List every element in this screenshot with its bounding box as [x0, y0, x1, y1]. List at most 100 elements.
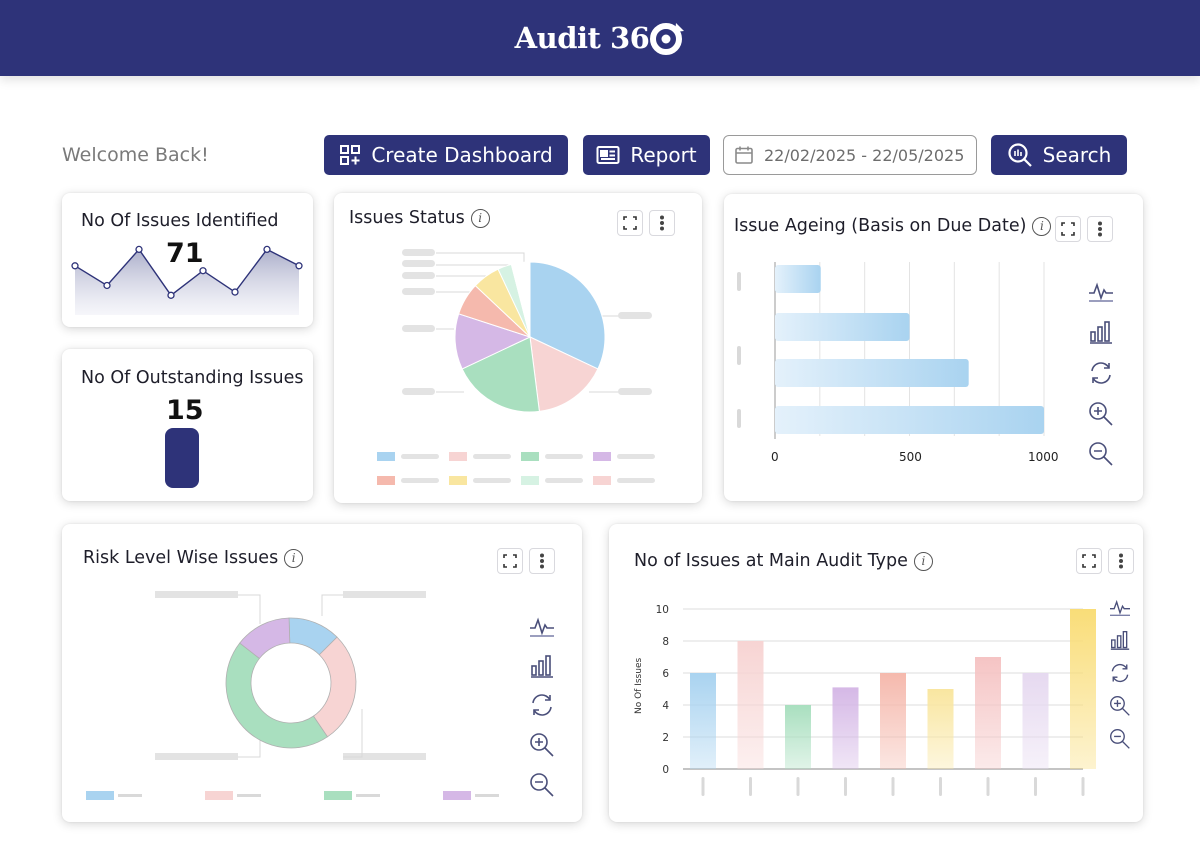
legend-swatch	[86, 791, 114, 800]
refresh-icon[interactable]	[1109, 662, 1131, 684]
report-button[interactable]: Report	[583, 135, 710, 175]
more-options-button[interactable]	[529, 548, 555, 574]
x-tick-placeholder	[844, 777, 847, 796]
line-chart-icon[interactable]	[1109, 597, 1131, 617]
expand-button[interactable]	[1076, 548, 1102, 574]
zoom-out-icon[interactable]	[1109, 728, 1131, 750]
card-title-text: Risk Level Wise Issues	[83, 548, 279, 568]
zoom-in-icon[interactable]	[1088, 401, 1114, 427]
info-icon[interactable]: i	[913, 551, 933, 571]
pie-slice[interactable]	[529, 336, 599, 412]
audit-type-bar[interactable]	[832, 687, 859, 769]
expand-button[interactable]	[497, 548, 523, 574]
audit-type-bar[interactable]	[737, 641, 764, 769]
bar-chart-icon[interactable]	[1110, 630, 1130, 650]
create-dashboard-label: Create Dashboard	[371, 143, 553, 167]
legend-label-placeholder	[473, 454, 511, 459]
more-options-button[interactable]	[1108, 548, 1134, 574]
more-vertical-icon	[1119, 553, 1123, 569]
x-tick-placeholder	[1034, 777, 1037, 796]
date-range-picker[interactable]: 22/02/2025 - 22/05/2025	[723, 135, 977, 175]
outstanding-issues-value: 15	[166, 395, 204, 426]
audit-type-bar[interactable]	[975, 657, 1001, 769]
search-label: Search	[1042, 143, 1112, 167]
donut-slice[interactable]	[225, 642, 329, 749]
ageing-bar[interactable]	[775, 359, 969, 387]
legend-label-placeholder	[617, 478, 655, 483]
legend-label-placeholder	[356, 794, 380, 797]
expand-button[interactable]	[617, 210, 643, 236]
bar-chart-icon[interactable]	[530, 654, 554, 678]
audit-type-bar[interactable]	[690, 673, 716, 769]
card-title: No of Issues at Main Audit Type i	[634, 551, 933, 571]
ageing-bar[interactable]	[775, 406, 1044, 434]
sparkline-point	[295, 262, 303, 270]
y-tick-label: 2	[662, 732, 669, 744]
legend-label-placeholder	[473, 478, 511, 483]
audit-type-bar[interactable]	[927, 689, 954, 769]
risk-level-donut-chart	[86, 591, 499, 800]
report-icon	[596, 146, 620, 164]
expand-icon	[623, 216, 637, 230]
audit-type-bar[interactable]	[785, 705, 811, 769]
card-title: No Of Outstanding Issues	[81, 368, 304, 388]
audit-type-bar[interactable]	[1070, 609, 1096, 769]
card-title-text: No of Issues at Main Audit Type	[634, 551, 908, 571]
x-tick-1000: 1000	[1028, 450, 1059, 464]
x-tick-500: 500	[899, 450, 922, 464]
pie-slice[interactable]	[529, 261, 606, 370]
logo-text: Audit 36	[514, 21, 650, 55]
ageing-bar[interactable]	[775, 313, 910, 341]
card-title: Risk Level Wise Issues i	[83, 548, 304, 568]
legend-label-placeholder	[545, 478, 583, 483]
legend-swatch	[443, 791, 471, 800]
more-options-button[interactable]	[1087, 216, 1113, 242]
card-title-text: Issues Status	[349, 208, 465, 228]
zoom-in-icon[interactable]	[1109, 695, 1131, 717]
welcome-text: Welcome Back!	[62, 144, 209, 166]
y-tick-label: 8	[662, 636, 669, 648]
line-chart-icon[interactable]	[1088, 279, 1114, 303]
refresh-icon[interactable]	[1088, 360, 1114, 386]
refresh-icon[interactable]	[529, 692, 555, 718]
sparkline-point	[263, 245, 271, 254]
date-range-text: 22/02/2025 - 22/05/2025	[764, 145, 965, 165]
info-icon[interactable]: i	[284, 548, 304, 568]
pie-slice[interactable]	[461, 336, 540, 413]
more-vertical-icon	[660, 215, 664, 231]
bar-chart-icon[interactable]	[1089, 320, 1113, 344]
y-tick-label: 4	[662, 700, 669, 712]
zoom-in-icon[interactable]	[529, 732, 555, 758]
audit-type-bar[interactable]	[880, 673, 906, 769]
info-icon[interactable]: i	[1032, 216, 1052, 236]
line-chart-icon[interactable]	[529, 614, 555, 638]
card-title: Issues Status i	[349, 208, 490, 228]
issue-ageing-card: Issue Ageing (Basis on Due Date) i 0 500…	[724, 194, 1143, 501]
search-icon	[1008, 143, 1032, 167]
sparkline-point	[231, 288, 239, 296]
app-logo[interactable]: Audit 36	[515, 20, 686, 56]
x-tick-placeholder	[986, 777, 990, 796]
audit-type-bar[interactable]	[1022, 673, 1049, 769]
zoom-out-icon[interactable]	[1088, 441, 1114, 467]
legend-swatch	[449, 452, 467, 461]
x-tick-placeholder	[749, 777, 752, 796]
donut-slice[interactable]	[239, 617, 291, 660]
create-dashboard-button[interactable]: Create Dashboard	[324, 135, 568, 175]
card-title: Issue Ageing (Basis on Due Date) i	[734, 216, 1052, 236]
pie-slice[interactable]	[510, 261, 531, 338]
zoom-out-icon[interactable]	[529, 772, 555, 798]
ageing-bar[interactable]	[775, 265, 821, 293]
sparkline-point	[71, 262, 79, 270]
search-button[interactable]: Search	[991, 135, 1127, 175]
legend-label-placeholder	[401, 478, 439, 483]
y-tick-label: 10	[656, 604, 669, 616]
info-icon[interactable]: i	[470, 208, 490, 228]
more-options-button[interactable]	[649, 210, 675, 236]
issues-identified-value: 71	[166, 238, 204, 269]
legend-swatch	[205, 791, 233, 800]
expand-icon	[503, 554, 517, 568]
expand-icon	[1061, 222, 1075, 236]
legend-swatch	[521, 452, 539, 461]
expand-button[interactable]	[1055, 216, 1081, 242]
